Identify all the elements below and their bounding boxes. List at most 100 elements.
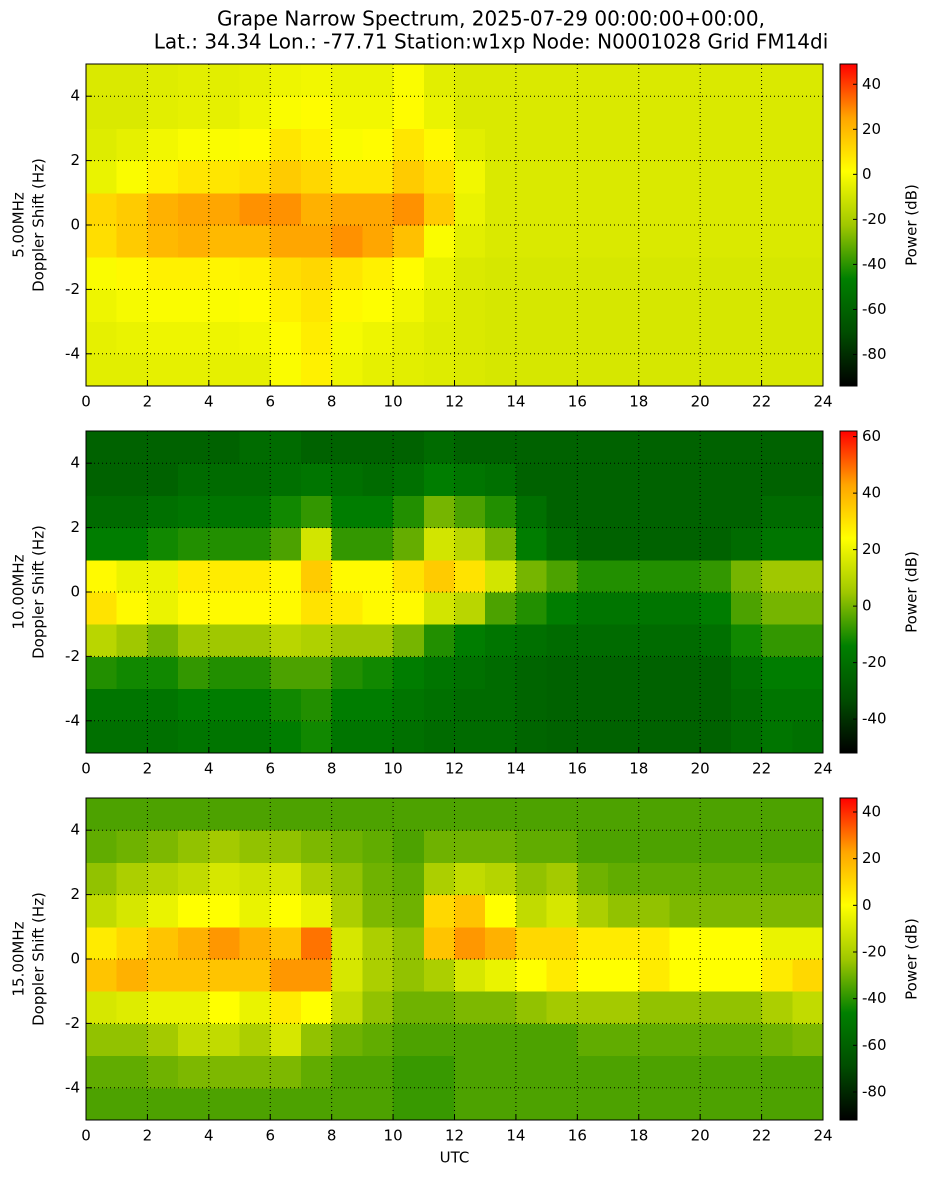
heatmap-cell	[362, 1087, 394, 1121]
heatmap-cell	[546, 192, 578, 226]
heatmap-cell	[669, 1023, 701, 1057]
heatmap-cell	[147, 624, 179, 657]
heatmap-cell	[700, 830, 732, 863]
heatmap-cell	[270, 289, 302, 323]
heatmap-cell	[178, 894, 210, 928]
heatmap-cell	[423, 830, 455, 863]
heatmap-cell	[393, 192, 425, 226]
heatmap-cell	[270, 926, 302, 960]
heatmap-cell	[208, 624, 241, 657]
heatmap-cell	[423, 431, 455, 464]
heatmap-cell	[300, 128, 333, 162]
heatmap-cell	[86, 353, 118, 387]
heatmap-cell	[86, 225, 118, 258]
heatmap-cell	[577, 192, 609, 226]
heatmap-cell	[393, 656, 425, 690]
heatmap-cell	[208, 128, 241, 162]
heatmap-cell	[608, 959, 640, 992]
x-tick-label: 0	[81, 1127, 91, 1145]
heatmap-cell	[761, 862, 793, 896]
heatmap-cell	[454, 559, 486, 593]
heatmap-cell	[178, 798, 210, 831]
heatmap-cell	[485, 463, 517, 496]
heatmap-cell	[178, 688, 210, 722]
heatmap-cell	[577, 64, 609, 97]
heatmap-cell	[515, 128, 548, 162]
heatmap-cell	[423, 862, 455, 896]
heatmap-cell	[331, 559, 363, 593]
x-tick-label: 16	[568, 393, 587, 411]
heatmap-cell	[116, 96, 148, 129]
heatmap-cell	[577, 289, 609, 323]
heatmap-cell	[669, 688, 701, 722]
heatmap-cell	[300, 321, 333, 355]
colorbar-tick-label: -20	[862, 943, 887, 961]
heatmap-cell	[86, 926, 118, 960]
heatmap-cell	[638, 64, 670, 97]
x-tick-label: 22	[752, 393, 771, 411]
heatmap-cell	[577, 688, 609, 722]
heatmap-cell	[423, 798, 455, 831]
heatmap-cell	[730, 624, 763, 657]
y-tick-label: 2	[70, 885, 80, 903]
heatmap-cell	[546, 656, 578, 690]
heatmap-cell	[239, 321, 271, 355]
heatmap-cell	[208, 959, 241, 992]
heatmap-cell	[147, 321, 179, 355]
heatmap-cell	[700, 495, 732, 529]
heatmap-cell	[116, 959, 148, 992]
heatmap-cell	[362, 353, 394, 387]
heatmap-cell	[178, 96, 210, 129]
heatmap-cell	[239, 688, 271, 722]
heatmap-cell	[669, 991, 701, 1024]
heatmap-cell	[423, 656, 455, 690]
heatmap-cell	[178, 991, 210, 1024]
heatmap-cell	[116, 527, 148, 561]
heatmap-cell	[577, 160, 609, 194]
heatmap-cell	[792, 431, 824, 464]
heatmap-cell	[454, 862, 486, 896]
heatmap-cell	[116, 463, 148, 496]
y-tick-label: 2	[70, 151, 80, 169]
heatmap-cell	[270, 559, 302, 593]
heatmap-cell	[116, 1023, 148, 1057]
heatmap-cell	[208, 1023, 241, 1057]
heatmap-cell	[331, 463, 363, 496]
heatmap-cell	[393, 257, 425, 290]
heatmap-cell	[239, 1087, 271, 1121]
heatmap-cell	[669, 559, 701, 593]
x-tick-label: 24	[813, 393, 832, 411]
x-tick-label: 2	[143, 393, 153, 411]
heatmap-cell	[423, 353, 455, 387]
heatmap-cell	[515, 192, 548, 226]
x-tick-label: 14	[506, 760, 525, 778]
heatmap-cell	[178, 592, 210, 625]
heatmap-cell	[546, 1023, 578, 1057]
heatmap-cell	[331, 257, 363, 290]
heatmap-cell	[485, 64, 517, 97]
heatmap-cell	[300, 225, 333, 258]
heatmap-cell	[270, 894, 302, 928]
heatmap-cell	[362, 1055, 394, 1089]
heatmap-cell	[331, 225, 363, 258]
colorbar-tick-label: -40	[862, 989, 887, 1007]
heatmap-cell	[700, 527, 732, 561]
heatmap-cell	[669, 495, 701, 529]
heatmap-cell	[362, 894, 394, 928]
heatmap-cell	[608, 720, 640, 754]
heatmap-cell	[577, 959, 609, 992]
heatmap-cell	[331, 495, 363, 529]
heatmap-cell	[86, 289, 118, 323]
heatmap-cell	[393, 289, 425, 323]
heatmap-cell	[454, 128, 486, 162]
y-tick-label: -4	[65, 711, 80, 729]
heatmap-cell	[147, 96, 179, 129]
heatmap-cell	[331, 353, 363, 387]
heatmap-cell	[792, 96, 824, 129]
x-tick-label: 2	[143, 760, 153, 778]
heatmap-cell	[700, 959, 732, 992]
heatmap-cell	[362, 798, 394, 831]
heatmap-cell	[300, 1087, 333, 1121]
heatmap-cell	[577, 463, 609, 496]
